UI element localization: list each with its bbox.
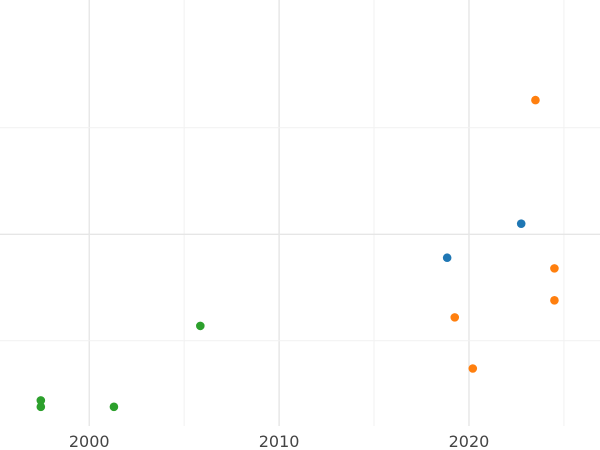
data-point <box>442 253 452 263</box>
data-points <box>36 95 559 412</box>
data-point <box>550 296 559 305</box>
data-point <box>531 95 540 105</box>
x-tick-label: 2000 <box>69 432 110 450</box>
x-tick-label: 2010 <box>259 432 300 450</box>
data-point <box>36 402 46 412</box>
data-point <box>550 264 559 273</box>
x-tick-label: 2020 <box>449 432 490 450</box>
data-point <box>516 219 526 228</box>
grid <box>0 0 600 426</box>
data-point <box>196 321 205 331</box>
data-point <box>109 402 119 412</box>
data-point <box>468 364 478 373</box>
data-point <box>450 313 460 322</box>
data-point <box>36 396 46 405</box>
x-axis-ticks: 2000 2010 2020 <box>69 432 489 450</box>
